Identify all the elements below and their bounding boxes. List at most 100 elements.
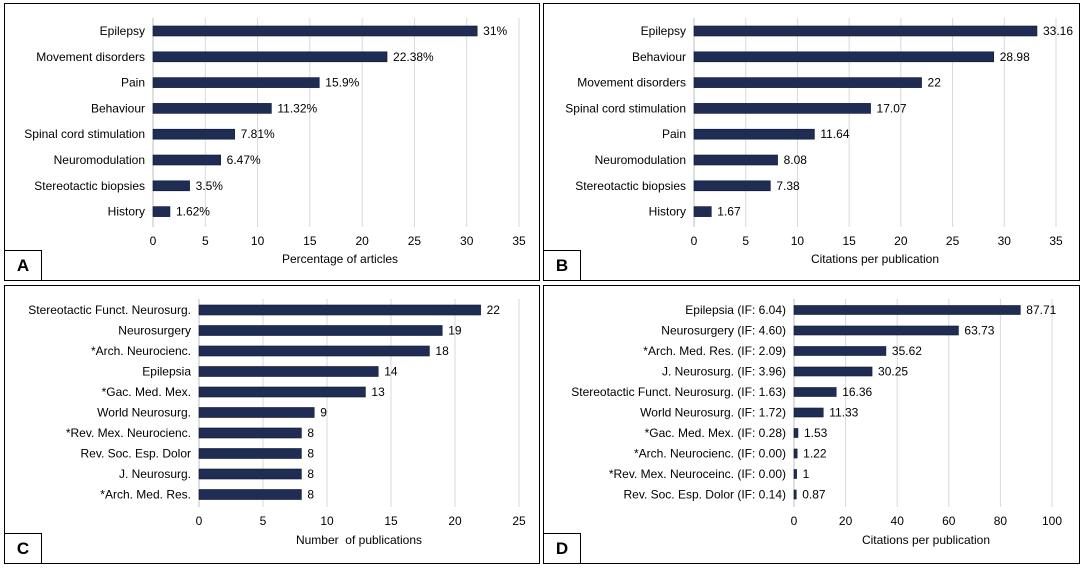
bar-b: [693, 77, 922, 88]
category-label-d: Neurosurgery (IF: 4.60): [661, 324, 786, 338]
value-label-b: 17.07: [877, 101, 907, 115]
category-label-a: History: [108, 205, 145, 219]
value-label-d: 87.71: [1026, 303, 1056, 317]
category-label-c: *Arch. Med. Res.: [100, 488, 191, 502]
x-tick-label-a: 5: [202, 234, 209, 248]
category-label-a: Neuromodulation: [54, 153, 145, 167]
category-label-b: Stereotactic biopsies: [575, 179, 686, 193]
x-axis-title-d: Citations per publication: [862, 533, 990, 547]
category-label-d: *Gac. Med. Mex. (IF: 0.28): [645, 426, 786, 440]
x-axis-title-a: Percentage of articles: [282, 252, 398, 266]
bar-d: [793, 346, 887, 356]
category-label-b: Epilepsy: [641, 24, 686, 38]
category-label-b: Pain: [662, 127, 686, 141]
value-label-c: 9: [320, 406, 327, 420]
value-label-c: 18: [435, 344, 449, 358]
bar-b: [693, 206, 712, 217]
value-label-d: 1: [803, 467, 810, 481]
value-label-d: 1.22: [803, 447, 827, 461]
x-tick-label-b: 25: [946, 234, 960, 248]
value-label-c: 14: [384, 365, 398, 379]
x-tick-label-c: 15: [384, 514, 398, 528]
x-tick-label-b: 5: [742, 234, 749, 248]
chart-a: Epilepsy 31% Movement disorders 22.38% Pain 1…: [24, 18, 526, 266]
category-label-b: Behaviour: [632, 50, 686, 64]
value-label-d: 30.25: [878, 365, 908, 379]
value-label-c: 13: [371, 385, 385, 399]
value-label-d: 1.53: [804, 426, 828, 440]
bar-c: [198, 366, 379, 377]
category-label-c: Rev. Soc. Esp. Dolor: [81, 447, 191, 461]
category-label-a: Stereotactic biopsies: [34, 179, 145, 193]
value-label-b: 22: [928, 76, 942, 90]
x-tick-label-b: 20: [894, 234, 908, 248]
value-label-a: 6.47%: [227, 153, 261, 167]
bar-a: [152, 103, 272, 114]
category-label-c: Stereotactic Funct. Neurosurg.: [28, 303, 191, 317]
category-label-d: Epilepsia (IF: 6.04): [685, 303, 786, 317]
value-label-b: 33.16: [1043, 24, 1073, 38]
bar-c: [198, 304, 481, 316]
value-label-d: 0.87: [802, 488, 826, 502]
value-label-a: 15.9%: [325, 76, 359, 90]
panel-a: Epilepsy 31% Movement disorders 22.38% Pain 1…: [4, 3, 540, 281]
category-label-a: Behaviour: [91, 101, 145, 115]
x-tick-label-a: 10: [251, 234, 265, 248]
bar-c: [198, 325, 443, 336]
x-axis-title-b: Citations per publication: [811, 252, 939, 266]
value-label-a: 3.5%: [196, 179, 224, 193]
x-tick-label-b: 35: [1049, 234, 1063, 248]
panel-d: Epilepsia (IF: 6.04) 87.71 Neurosurgery (I…: [543, 285, 1080, 564]
category-label-d: *Arch. Neurocienc. (IF: 0.00): [634, 447, 786, 461]
category-label-c: *Gac. Med. Mex.: [102, 385, 191, 399]
value-label-a: 1.62%: [176, 205, 210, 219]
value-label-c: 8: [307, 467, 314, 481]
category-label-c: *Rev. Mex. Neurocienc.: [66, 426, 191, 440]
value-label-b: 28.98: [1000, 50, 1030, 64]
x-tick-label-a: 30: [460, 234, 474, 248]
value-label-d: 16.36: [842, 385, 872, 399]
bar-c: [198, 386, 366, 398]
category-label-d: World Neurosurg. (IF: 1.72): [640, 406, 786, 420]
chart-c: Stereotactic Funct. Neurosurg. 22 Neurosur…: [28, 299, 526, 547]
x-tick-label-d: 0: [791, 514, 798, 528]
x-tick-label-b: 10: [791, 234, 805, 248]
bar-d: [793, 387, 837, 397]
value-label-c: 19: [448, 324, 462, 338]
category-label-a: Pain: [121, 76, 145, 90]
bar-b: [693, 25, 1038, 37]
panel-label-d: D: [543, 533, 581, 564]
value-label-a: 22.38%: [393, 50, 434, 64]
bar-c: [198, 468, 302, 480]
category-label-d: J. Neurosurg. (IF: 3.96): [662, 365, 786, 379]
x-tick-label-a: 25: [408, 234, 422, 248]
bar-c: [198, 427, 302, 439]
bar-d: [793, 366, 873, 377]
bar-d: [793, 428, 799, 438]
x-tick-label-b: 15: [842, 234, 856, 248]
category-label-c: J. Neurosurg.: [119, 467, 191, 481]
value-label-a: 31%: [483, 24, 507, 38]
x-tick-label-b: 30: [998, 234, 1012, 248]
x-tick-label-a: 15: [303, 234, 317, 248]
x-tick-label-a: 35: [512, 234, 526, 248]
category-label-b: Spinal cord stimulation: [565, 101, 686, 115]
category-label-c: World Neurosurg.: [97, 406, 191, 420]
bar-d: [793, 325, 959, 336]
value-label-b: 7.38: [776, 179, 800, 193]
category-label-a: Epilepsy: [100, 24, 145, 38]
x-tick-label-a: 20: [355, 234, 369, 248]
value-label-c: 8: [307, 426, 314, 440]
bar-a: [152, 77, 320, 88]
bar-a: [152, 51, 388, 63]
category-label-b: History: [649, 205, 686, 219]
x-tick-label-a: 0: [150, 234, 157, 248]
panel-label-a: A: [4, 250, 42, 281]
chart-d: Epilepsia (IF: 6.04) 87.71 Neurosurgery (I…: [571, 299, 1062, 547]
x-axis-title-c: Number of publications: [296, 533, 422, 547]
x-tick-label-c: 10: [320, 514, 334, 528]
panel-label-c: C: [4, 533, 42, 564]
x-tick-label-d: 20: [839, 514, 853, 528]
x-tick-label-c: 25: [512, 514, 526, 528]
value-label-c: 8: [307, 488, 314, 502]
